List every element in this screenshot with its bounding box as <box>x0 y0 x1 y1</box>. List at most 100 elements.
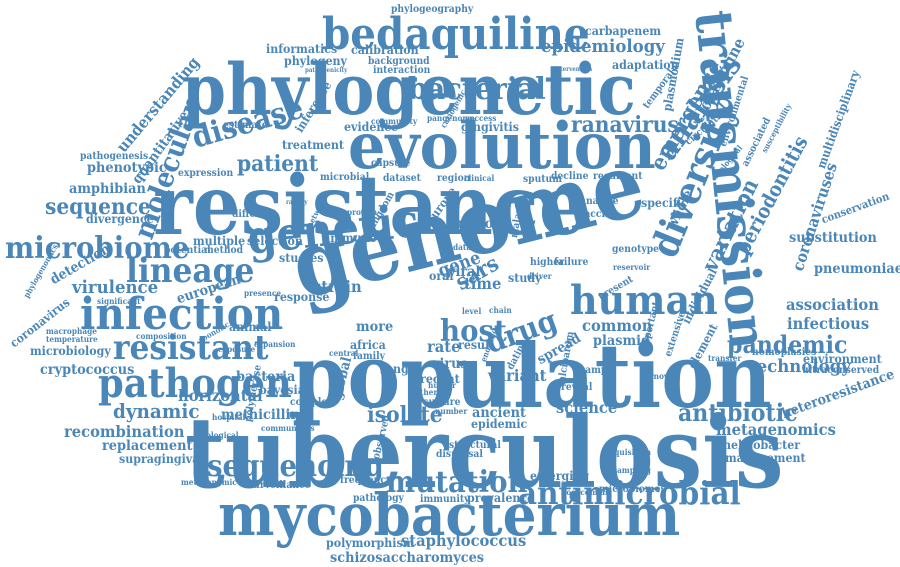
word-specific: specific <box>641 196 688 210</box>
word-antimicrobial: antimicrobial <box>518 474 741 512</box>
word-pneumoniae: pneumoniae <box>814 261 900 277</box>
word-sampling: sampling <box>613 465 651 475</box>
word-evidence: evidence <box>344 120 399 134</box>
word-interaction: interaction <box>373 65 431 76</box>
word-exposure: exposure <box>218 344 256 354</box>
word-communities: communities <box>261 423 315 433</box>
word-cryptococcus: cryptococcus <box>40 362 135 378</box>
word-mutation: mutation <box>386 465 528 500</box>
word-pangenome: pangenome <box>427 113 475 123</box>
word-complex: complex <box>290 397 333 408</box>
word-isolate: isolate <box>367 402 443 428</box>
word-macrophage: macrophage <box>46 326 97 336</box>
word-tuberculosis: tuberculosis <box>185 396 784 511</box>
word-common: common <box>582 316 653 335</box>
word-pathogenicity: pathogenicity <box>305 67 348 74</box>
word-gingivitis: gingivitis <box>461 120 519 134</box>
word-failure: failure <box>554 257 589 268</box>
word-horizontal: horizontal <box>178 386 263 405</box>
word-plasmid: plasmid <box>593 333 651 349</box>
word-bacterial: bacterial <box>408 72 546 107</box>
word-ranavirus: ranavirus <box>571 112 679 138</box>
word-selection: selection <box>247 234 303 248</box>
word-emerging: emerging <box>530 469 590 483</box>
word-metagenomic: metagenomic <box>181 477 237 487</box>
word-substitution: substitution <box>789 230 877 246</box>
word-ancient: ancient <box>472 405 526 421</box>
word-transfer: transfer <box>708 353 742 363</box>
word-amphibian: amphibian <box>69 181 146 197</box>
word-success: success <box>465 113 497 123</box>
word-association: association <box>786 295 879 314</box>
word-science: science <box>556 398 618 417</box>
word-genotype: genotype <box>612 244 660 255</box>
word-resistance: resistance <box>153 158 587 254</box>
word-rapidly: rapidly <box>286 199 308 206</box>
word-infection: infection <box>80 289 284 340</box>
word-strain: strain <box>313 277 362 296</box>
word-immunity: immunity <box>420 494 470 505</box>
word-metagenomics: metagenomics <box>716 420 836 439</box>
word-virus: virus <box>432 356 468 372</box>
word-dataset: dataset <box>383 173 421 184</box>
word-multiple: multiple <box>193 234 246 248</box>
word-homoplasies: homoplasies <box>752 347 817 358</box>
word-rate: rate <box>427 337 461 356</box>
word-patient: patient <box>237 151 319 177</box>
word-recurrent: recurrent <box>593 171 643 182</box>
word-nosocomial: nosocomial <box>561 487 608 497</box>
word-response: response <box>274 290 330 304</box>
word-different: different <box>232 209 277 220</box>
word-methicillin: methicillin <box>221 407 300 423</box>
word-helicobacter: helicobacter <box>723 438 801 452</box>
word-dispersal: dispersal <box>436 449 483 460</box>
word-protein: protein <box>347 207 378 217</box>
word-pathogen: pathogen <box>98 360 292 407</box>
word-gatherer: gatherer <box>410 387 446 397</box>
word-viral: viral <box>448 264 481 280</box>
word-turnover: turnover <box>641 371 677 381</box>
word-phylogeography: phylogeography <box>391 4 474 15</box>
word-expression: expression <box>178 168 234 179</box>
word-acquisition: acquisition <box>605 447 651 457</box>
word-mycobacterium: mycobacterium <box>218 481 681 549</box>
word-time: time <box>464 274 502 293</box>
word-significant: significant <box>97 296 141 306</box>
word-expansion: expansion <box>254 339 296 349</box>
word-microbial: microbial <box>320 172 370 183</box>
word-major: major <box>458 216 501 232</box>
word-frequency: frequency <box>340 475 392 486</box>
word-hunter: hunter <box>428 380 457 390</box>
word-animal: animal <box>229 320 272 334</box>
word-recent: recent <box>420 372 460 386</box>
word-bedaquiline: bedaquiline <box>322 9 590 60</box>
word-schizosaccharomyces: schizosaccharomyces <box>330 550 485 566</box>
word-reveal: reveal <box>561 382 593 393</box>
word-infectious: infectious <box>787 314 870 333</box>
word-surveillance: surveillance <box>248 480 311 491</box>
word-microbiology: microbiology <box>30 344 111 358</box>
word-pathology: pathology <box>353 493 404 504</box>
word-vaccine: vaccine <box>579 209 618 220</box>
word-biological: biological <box>198 430 239 440</box>
word-sputum: sputum <box>523 174 562 185</box>
word-resistant: resistant <box>113 328 269 368</box>
word-range: range <box>380 362 416 376</box>
word-region: region <box>437 173 471 184</box>
word-intervention: intervention <box>554 66 593 73</box>
word-staphylococcus: staphylococcus <box>401 531 527 550</box>
word-more: more <box>356 319 394 335</box>
word-number: number <box>435 406 468 416</box>
word-polymorphism: polymorphism <box>326 536 415 550</box>
word-temperature: temperature <box>46 334 98 344</box>
word-multidisciplinary: multidisciplinary <box>814 68 863 171</box>
word-background: background <box>368 56 430 67</box>
word-carbapenem: carbapenem <box>585 24 662 38</box>
word-composition: composition <box>136 331 187 341</box>
word-oral: oral <box>429 269 454 283</box>
word-hospital: hospital <box>212 412 246 422</box>
word-management: management <box>725 451 806 465</box>
word-decline: decline <box>551 171 589 182</box>
word-driver: driver <box>527 271 552 281</box>
word-population: population <box>292 324 772 428</box>
